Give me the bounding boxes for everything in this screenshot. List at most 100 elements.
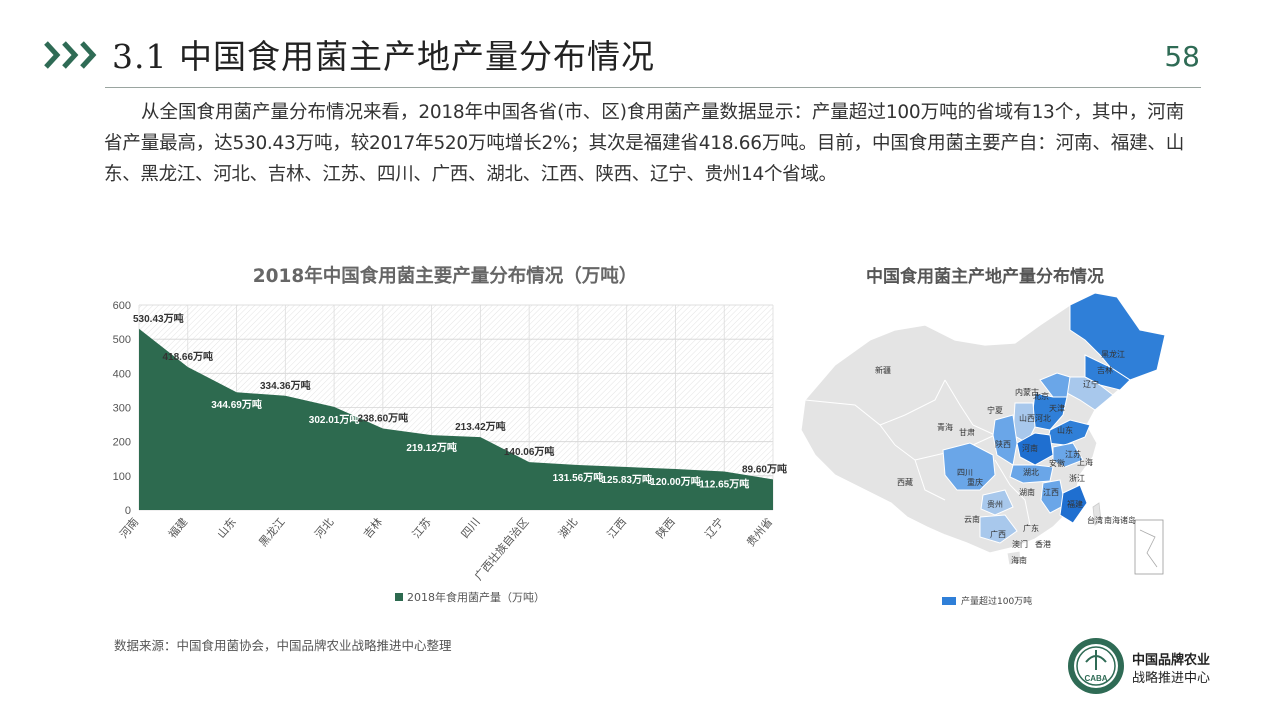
map-label: 湖北 (1023, 468, 1039, 477)
map-label: 江苏 (1065, 449, 1081, 459)
y-tick-label: 300 (113, 403, 131, 415)
map-label: 河北 (1035, 413, 1051, 423)
x-tick-label: 福建 (165, 515, 190, 541)
y-tick-label: 400 (113, 368, 131, 380)
map-label: 天津 (1049, 403, 1065, 413)
map-label: 山东 (1057, 425, 1073, 435)
map-label: 新疆 (875, 365, 891, 375)
map-region-inner-mongolia-east (1039, 372, 1071, 398)
legend-label: 2018年食用菌产量（万吨） (407, 591, 545, 604)
map-region-sichuan (942, 442, 996, 491)
x-tick-label: 贵州省 (744, 516, 775, 550)
logo-text: CABA (1084, 674, 1107, 683)
map-label: 福建 (1067, 499, 1083, 509)
map-label: 河南 (1022, 443, 1038, 453)
page-title: 3.1 中国食用菌主产地产量分布情况 (112, 37, 655, 76)
data-label: 219.12万吨 (406, 441, 457, 454)
data-label: 334.36万吨 (260, 379, 311, 392)
map-label: 宁夏 (987, 405, 1003, 415)
data-label: 140.06万吨 (504, 445, 555, 458)
x-tick-label: 山东 (215, 516, 239, 541)
x-tick-label: 辽宁 (702, 515, 727, 541)
map-label: 四川 (957, 468, 973, 477)
y-tick-label: 500 (113, 334, 131, 346)
map-title: 中国食用菌主产地产量分布情况 (866, 267, 1104, 287)
caba-logo: CABA (1068, 638, 1124, 694)
y-tick-label: 0 (125, 505, 131, 517)
map-label: 云南 (964, 514, 980, 524)
area-chart: 530.43万吨 418.66万吨 344.69万吨 334.36万吨 302.01万吨… (113, 300, 787, 583)
data-label: 344.69万吨 (211, 398, 262, 411)
y-tick-label: 100 (113, 471, 131, 483)
chevron-arrows-icon (44, 41, 97, 69)
map-label: 湖南 (1019, 487, 1035, 497)
map-label: 辽宁 (1083, 379, 1099, 389)
map-region-liaoning (1064, 376, 1114, 411)
map-label: 吉林 (1097, 365, 1113, 375)
data-source: 数据来源：中国食用菌协会，中国品牌农业战略推进中心整理 (114, 638, 452, 653)
map-label: 北京 (1033, 391, 1049, 401)
map-label: 海南 (1011, 555, 1027, 565)
map-label: 贵州 (987, 499, 1003, 509)
x-tick-label: 河北 (312, 516, 336, 541)
map-label: 江西 (1043, 488, 1059, 497)
map-legend-label: 产量超过100万吨 (961, 597, 1033, 607)
x-tick-label: 江西 (605, 516, 629, 541)
map-label: 澳门 (1012, 539, 1028, 549)
map-region-jiangxi (1040, 479, 1066, 514)
area-series-production (139, 328, 773, 510)
map-label: 安徽 (1049, 458, 1065, 468)
data-label: 131.56万吨 (553, 471, 604, 484)
data-label: 89.60万吨 (742, 462, 787, 475)
map-label: 甘肃 (959, 427, 975, 437)
x-tick-label: 湖北 (556, 516, 580, 541)
chart-title: 2018年中国食用菌主要产量分布情况（万吨） (252, 266, 638, 287)
map-label: 西藏 (897, 477, 913, 487)
data-label: 120.00万吨 (650, 475, 701, 488)
y-tick-label: 600 (113, 300, 131, 312)
data-label: 418.66万吨 (162, 350, 213, 363)
map-legend-swatch (942, 596, 956, 605)
map-region-guangxi (979, 514, 1018, 544)
map-label: 山西 (1019, 413, 1035, 423)
map-label: 黑龙江 (1101, 349, 1125, 359)
map-region-guizhou (980, 489, 1014, 516)
map-label: 广西 (990, 529, 1006, 539)
org-line-2: 战略推进中心 (1132, 671, 1211, 686)
map-label: 广东 (1023, 523, 1039, 533)
map-region-taiwan (1092, 502, 1102, 526)
intro-paragraph: 从全国食用菌产量分布情况来看，2018年中国各省(市、区)食用菌产量数据显示：产… (104, 102, 1184, 185)
map-label: 香港 (1035, 539, 1051, 549)
x-tick-label: 陕西 (653, 515, 678, 541)
data-label: 213.42万吨 (455, 420, 506, 433)
page-number: 58 (1164, 40, 1200, 73)
data-label: 302.01万吨 (309, 413, 360, 426)
map-label: 青海 (937, 422, 953, 432)
chart-legend: 2018年食用菌产量（万吨） (395, 589, 545, 605)
data-label: 112.65万吨 (699, 478, 749, 491)
map-label: 陕西 (995, 439, 1011, 449)
map-region-heilongjiang (1069, 292, 1166, 381)
map-label: 重庆 (967, 477, 983, 487)
map-label: 浙江 (1069, 473, 1085, 483)
data-label: 125.83万吨 (601, 473, 652, 486)
x-tick-label: 吉林 (360, 515, 385, 541)
x-tick-label: 江苏 (410, 516, 434, 541)
org-line-1: 中国品牌农业 (1132, 653, 1211, 668)
legend-swatch (395, 593, 403, 601)
map-label: 南海诸岛 (1104, 515, 1136, 525)
org-name: 中国品牌农业 战略推进中心 (1132, 652, 1210, 688)
south-sea-inset (1134, 519, 1164, 575)
map-label: 内蒙古 (1015, 387, 1039, 397)
x-tick-label: 河南 (117, 516, 141, 541)
x-tick-label: 黑龙江 (256, 516, 287, 550)
map-region-jiangsu (1052, 442, 1084, 468)
x-tick-label: 四川 (459, 516, 482, 541)
y-tick-label: 200 (113, 437, 131, 449)
map-label: 上海 (1077, 457, 1093, 467)
map-label: 台湾 (1087, 515, 1103, 525)
data-label: 238.60万吨 (358, 411, 409, 424)
title-divider (105, 87, 1201, 88)
map-region-fujian (1059, 484, 1088, 524)
